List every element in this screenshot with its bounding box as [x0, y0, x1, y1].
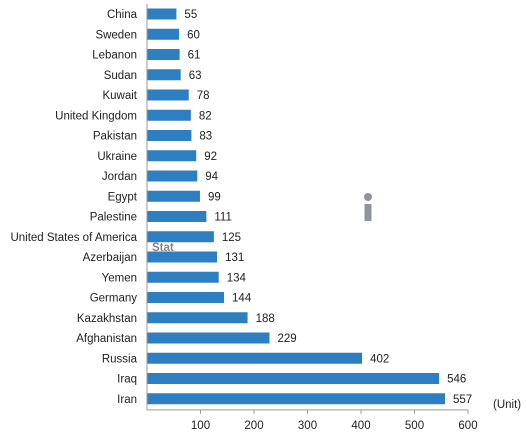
bar	[147, 332, 270, 344]
x-tick-label: 500	[405, 420, 424, 432]
x-tick-label: 400	[351, 420, 370, 432]
data-label: 111	[214, 212, 231, 224]
data-label: 55	[184, 9, 197, 21]
bar	[147, 150, 197, 162]
category-label: Kuwait	[102, 90, 137, 102]
svg-text:Stat: Stat	[152, 242, 174, 254]
data-label: 557	[453, 394, 472, 406]
category-label: Ukraine	[97, 151, 137, 163]
data-label: 144	[232, 293, 252, 305]
category-label: Jordan	[102, 171, 137, 183]
category-label: United States of America	[10, 232, 137, 244]
data-label: 82	[199, 110, 212, 122]
x-axis: 100 200 300 400 500 600	[146, 4, 478, 432]
x-tick-label: 600	[458, 420, 477, 432]
category-label: Yemen	[102, 272, 137, 284]
bar	[147, 251, 218, 263]
category-label: Germany	[90, 293, 138, 305]
category-label: Palestine	[90, 212, 137, 224]
bar	[147, 49, 180, 60]
unit-label: (Unit)	[493, 399, 521, 411]
data-label: 94	[205, 171, 218, 183]
bars-group	[147, 8, 445, 405]
category-labels: China Sweden Lebanon Sudan Kuwait United King…	[10, 9, 137, 406]
data-label: 60	[187, 29, 200, 41]
category-label: Sweden	[95, 29, 137, 41]
data-label: 402	[370, 353, 389, 365]
data-label: 99	[208, 191, 221, 203]
data-label: 61	[188, 50, 201, 62]
data-label: 92	[204, 151, 217, 163]
bar	[147, 292, 225, 303]
data-label: 131	[225, 252, 244, 264]
data-label: 83	[199, 131, 212, 143]
category-label: Iraq	[117, 374, 137, 386]
bar	[147, 231, 214, 243]
category-label: China	[107, 9, 138, 21]
data-label: 78	[197, 90, 210, 102]
bar	[147, 28, 180, 40]
bar	[147, 130, 192, 141]
bar	[147, 211, 207, 222]
x-tick-label: 100	[191, 420, 210, 432]
data-label: 63	[189, 70, 202, 82]
bar	[147, 190, 200, 202]
category-label: Iran	[117, 394, 137, 406]
data-label: 134	[227, 272, 247, 284]
category-label: Sudan	[104, 70, 137, 82]
value-labels: 55 60 61 63 78 82 83 92 94 99 111 125 131 134 144 18822…	[184, 9, 472, 406]
bar	[147, 352, 363, 364]
bar	[147, 312, 248, 324]
data-label: 125	[222, 232, 241, 244]
bar	[147, 170, 198, 182]
x-tick-label: 300	[298, 420, 317, 432]
category-label: Azerbaijan	[83, 252, 137, 264]
category-label: Egypt	[108, 191, 138, 203]
watermark: Stat	[152, 193, 372, 254]
bar	[147, 69, 181, 81]
category-label: Lebanon	[92, 50, 137, 62]
data-label: 229	[278, 333, 297, 345]
category-label: Pakistan	[93, 131, 137, 143]
data-label: 546	[447, 374, 466, 386]
bar	[147, 393, 445, 405]
category-label: Afghanistan	[76, 333, 137, 345]
category-label: United Kingdom	[55, 110, 137, 122]
bar	[147, 373, 440, 384]
bar	[147, 89, 189, 101]
bar	[147, 109, 191, 121]
data-label: 188	[256, 313, 275, 325]
bar	[147, 271, 219, 283]
category-label: Kazakhstan	[77, 313, 137, 325]
x-tick-label: 200	[244, 420, 263, 432]
category-label: Russia	[102, 353, 138, 365]
bar	[147, 8, 177, 20]
